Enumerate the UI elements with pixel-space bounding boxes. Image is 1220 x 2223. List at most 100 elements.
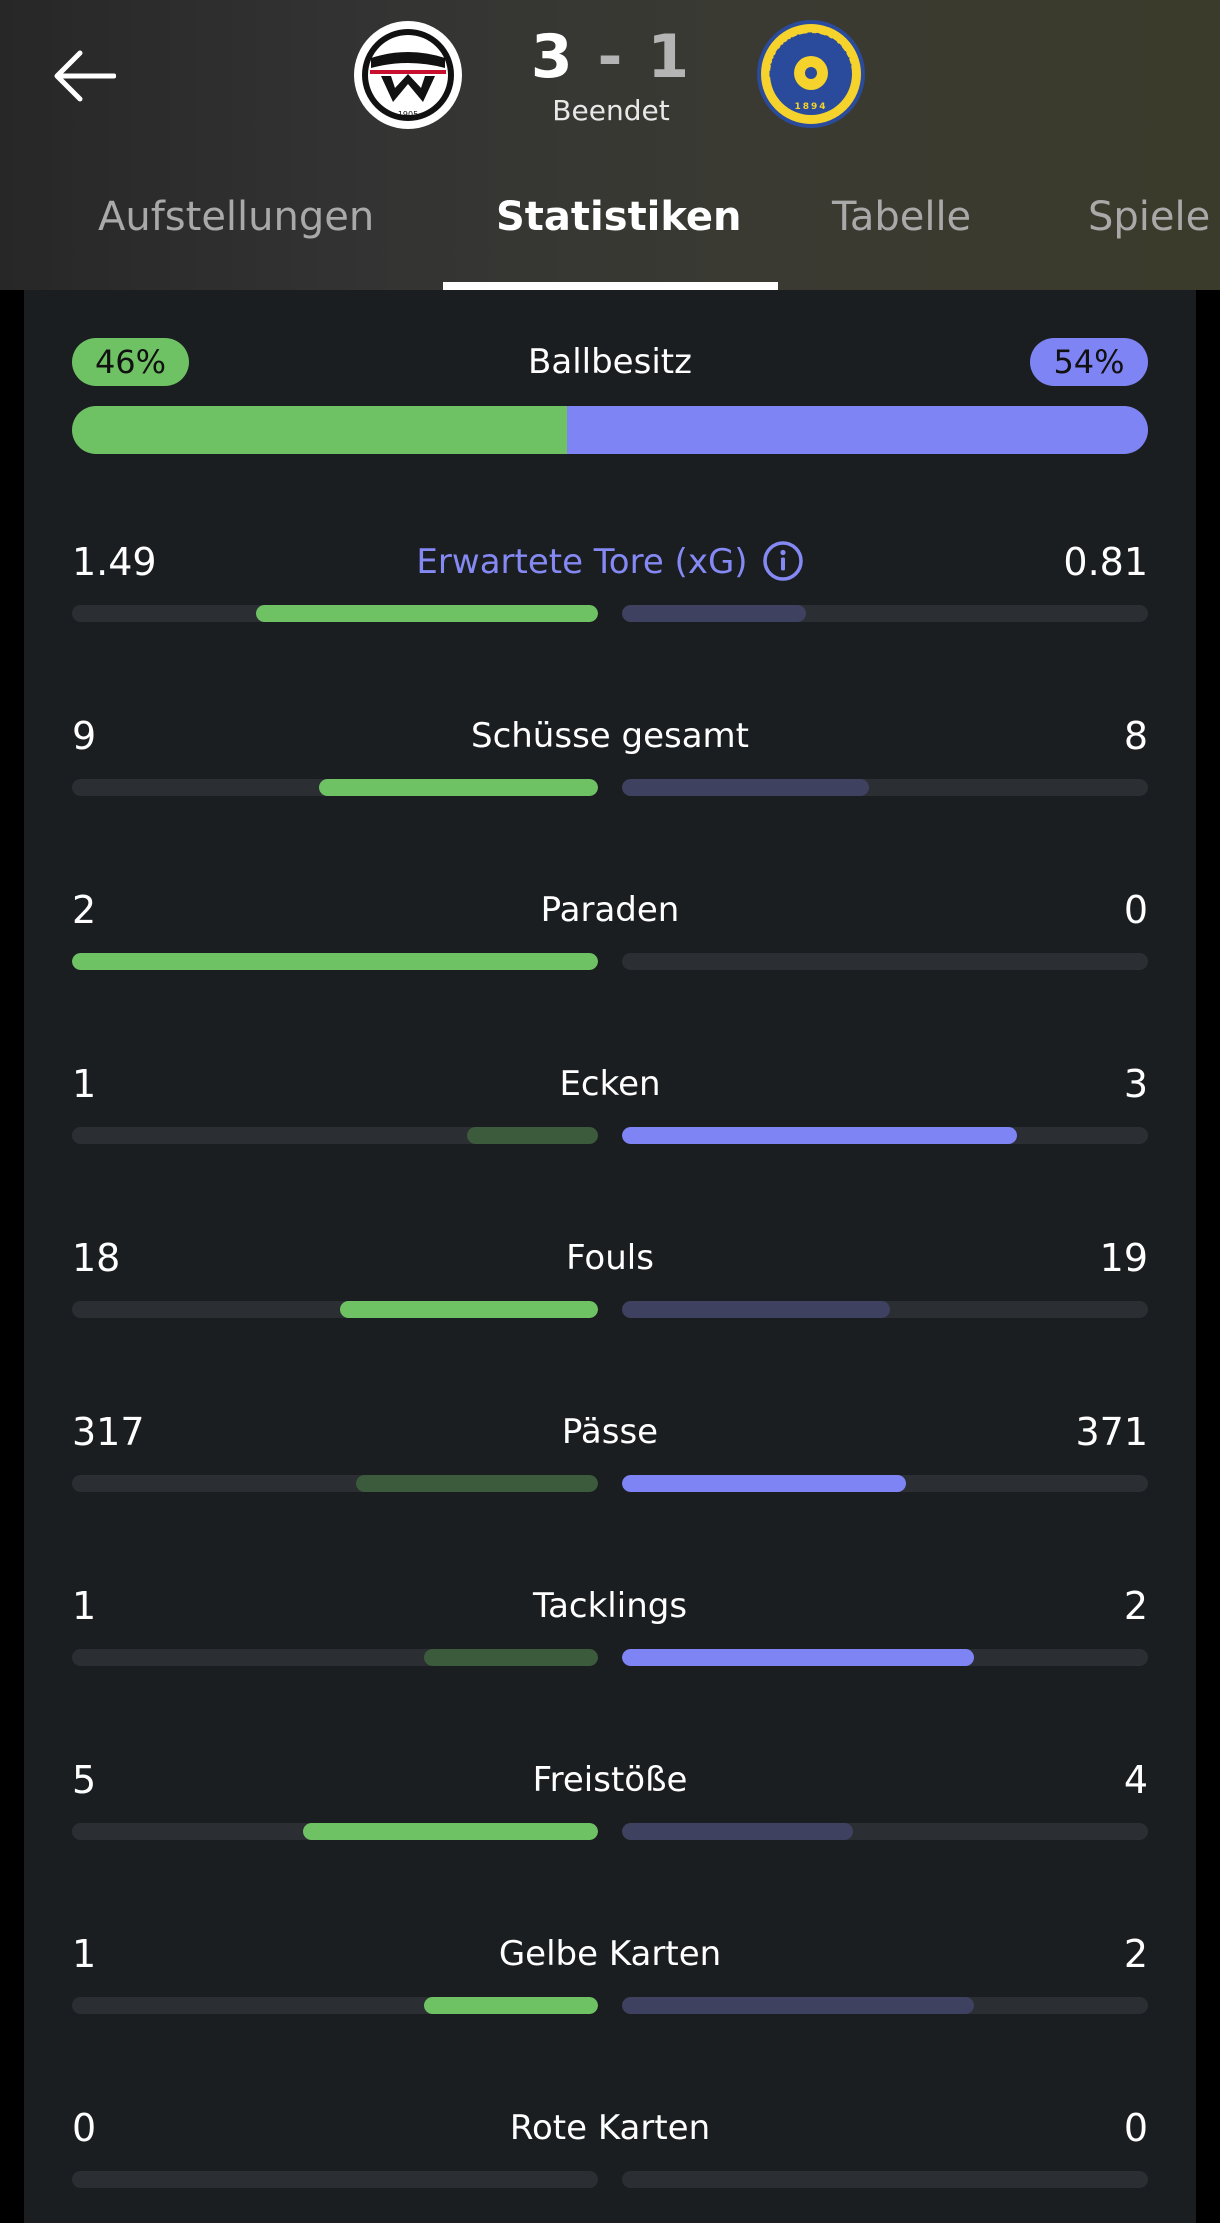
arrow-left-icon bbox=[54, 50, 116, 102]
stat-label: Gelbe Karten bbox=[360, 1929, 860, 1979]
stat-label: Tacklings bbox=[360, 1581, 860, 1631]
home-crest-icon: 1905 bbox=[354, 21, 462, 129]
back-button[interactable] bbox=[42, 36, 126, 116]
away-crest-icon: FIRST VIENNA FOOTBALL CLUB 1894 bbox=[752, 12, 865, 128]
away-possession-badge: 54% bbox=[1030, 338, 1148, 386]
away-possession-fill bbox=[566, 406, 1148, 454]
tab-aufstellungen[interactable]: Aufstellungen bbox=[98, 194, 375, 240]
home-team-crest[interactable]: 1905 bbox=[353, 20, 463, 130]
home-stat-value: 5 bbox=[72, 1758, 97, 1802]
home-stat-value: 9 bbox=[72, 714, 97, 758]
statistics-panel: 46% Ballbesitz 54% 1.49 Erwartete Tore (x… bbox=[24, 290, 1196, 2223]
stat-label: Pässe bbox=[360, 1407, 860, 1457]
svg-text:1894: 1894 bbox=[794, 102, 827, 112]
home-stat-fill bbox=[466, 1127, 598, 1144]
away-stat-track bbox=[622, 2171, 1148, 2188]
stat-label: Ecken bbox=[360, 1059, 860, 1109]
stat-label-text: Rote Karten bbox=[509, 2108, 711, 2148]
stat-row: 1 Tacklings 2 bbox=[72, 1581, 1148, 1681]
home-stat-value: 317 bbox=[72, 1410, 145, 1454]
info-icon[interactable] bbox=[762, 540, 804, 582]
away-stat-value: 4 bbox=[1123, 1758, 1148, 1802]
away-team-crest[interactable]: FIRST VIENNA FOOTBALL CLUB 1894 bbox=[752, 12, 866, 129]
match-header: 1905 3 - 1 Beendet FIRST VIENNA FOOTBALL… bbox=[0, 0, 1220, 290]
stat-label: Rote Karten bbox=[360, 2103, 860, 2153]
away-stat-value: 0 bbox=[1123, 2106, 1148, 2150]
stat-row: 0 Rote Karten 0 bbox=[72, 2103, 1148, 2203]
home-stat-track bbox=[72, 1823, 598, 1840]
stat-label-text: Gelbe Karten bbox=[498, 1934, 722, 1974]
stat-row: 1 Gelbe Karten 2 bbox=[72, 1929, 1148, 2029]
stat-label-text: Freistöße bbox=[532, 1760, 688, 1800]
home-stat-fill bbox=[319, 779, 598, 796]
active-tab-indicator bbox=[443, 282, 778, 290]
home-stat-track bbox=[72, 1649, 598, 1666]
away-stat-fill bbox=[622, 605, 807, 622]
stat-label: Schüsse gesamt bbox=[360, 711, 860, 761]
away-stat-track bbox=[622, 605, 1148, 622]
stat-label-text: Schüsse gesamt bbox=[470, 716, 750, 756]
home-stat-track bbox=[72, 1475, 598, 1492]
away-stat-value: 0 bbox=[1123, 888, 1148, 932]
stat-row: 1.49 Erwartete Tore (xG) 0.81 bbox=[72, 537, 1148, 637]
home-stat-value: 18 bbox=[72, 1236, 121, 1280]
away-stat-value: 3 bbox=[1123, 1062, 1148, 1106]
tab-tabelle[interactable]: Tabelle bbox=[832, 194, 972, 240]
stat-row: 2 Paraden 0 bbox=[72, 885, 1148, 985]
home-stat-value: 1.49 bbox=[72, 540, 157, 584]
tab-spiele[interactable]: Spiele bbox=[1088, 194, 1211, 240]
stat-row: 1 Ecken 3 bbox=[72, 1059, 1148, 1159]
home-stat-fill bbox=[340, 1301, 598, 1318]
stat-label-text: Tacklings bbox=[532, 1586, 688, 1626]
home-stat-value: 1 bbox=[72, 1584, 97, 1628]
home-stat-track bbox=[72, 779, 598, 796]
stat-label[interactable]: Erwartete Tore (xG) bbox=[360, 537, 860, 587]
away-stat-value: 8 bbox=[1123, 714, 1148, 758]
home-stat-value: 0 bbox=[72, 2106, 97, 2150]
home-stat-value: 1 bbox=[72, 1062, 97, 1106]
stat-label-text: Ecken bbox=[559, 1064, 661, 1104]
home-stat-track bbox=[72, 1997, 598, 2014]
stat-label: Freistöße bbox=[360, 1755, 860, 1805]
score-separator: - bbox=[597, 22, 625, 92]
home-stat-fill bbox=[72, 953, 598, 970]
away-stat-track bbox=[622, 1127, 1148, 1144]
home-stat-track bbox=[72, 1301, 598, 1318]
away-stat-fill bbox=[622, 1823, 854, 1840]
home-stat-track bbox=[72, 2171, 598, 2188]
away-stat-value: 2 bbox=[1123, 1932, 1148, 1976]
tab-statistiken[interactable]: Statistiken bbox=[496, 194, 742, 240]
home-stat-track bbox=[72, 953, 598, 970]
away-stat-fill bbox=[622, 779, 870, 796]
away-stat-track bbox=[622, 1475, 1148, 1492]
home-goals: 3 bbox=[530, 22, 575, 92]
away-stat-track bbox=[622, 779, 1148, 796]
home-stat-fill bbox=[424, 1649, 598, 1666]
stat-row: 18 Fouls 19 bbox=[72, 1233, 1148, 1333]
home-stat-fill bbox=[256, 605, 598, 622]
stat-label-text: Erwartete Tore (xG) bbox=[416, 542, 748, 582]
stat-label-text: Pässe bbox=[561, 1412, 659, 1452]
away-stat-fill bbox=[622, 1997, 975, 2014]
match-status: Beendet bbox=[552, 94, 670, 127]
stat-row: 9 Schüsse gesamt 8 bbox=[72, 711, 1148, 811]
home-stat-fill bbox=[356, 1475, 598, 1492]
tab-bar: Aufstellungen Statistiken Tabelle Spiele bbox=[0, 180, 1220, 290]
away-stat-track bbox=[622, 1649, 1148, 1666]
possession-bar bbox=[72, 406, 1148, 454]
away-stat-fill bbox=[622, 1127, 1017, 1144]
away-stat-fill bbox=[622, 1475, 907, 1492]
home-stat-track bbox=[72, 605, 598, 622]
home-stat-fill bbox=[303, 1823, 598, 1840]
away-stat-value: 0.81 bbox=[1063, 540, 1148, 584]
stat-label-text: Paraden bbox=[540, 890, 680, 930]
stat-label-text: Fouls bbox=[566, 1238, 654, 1278]
stat-row: 5 Freistöße 4 bbox=[72, 1755, 1148, 1855]
away-stat-value: 371 bbox=[1075, 1410, 1148, 1454]
home-possession-fill bbox=[72, 406, 567, 454]
home-possession-badge: 46% bbox=[72, 338, 189, 386]
stat-row: 317 Pässe 371 bbox=[72, 1407, 1148, 1507]
away-stat-value: 2 bbox=[1123, 1584, 1148, 1628]
away-stat-track bbox=[622, 1997, 1148, 2014]
away-stat-fill bbox=[622, 1301, 891, 1318]
